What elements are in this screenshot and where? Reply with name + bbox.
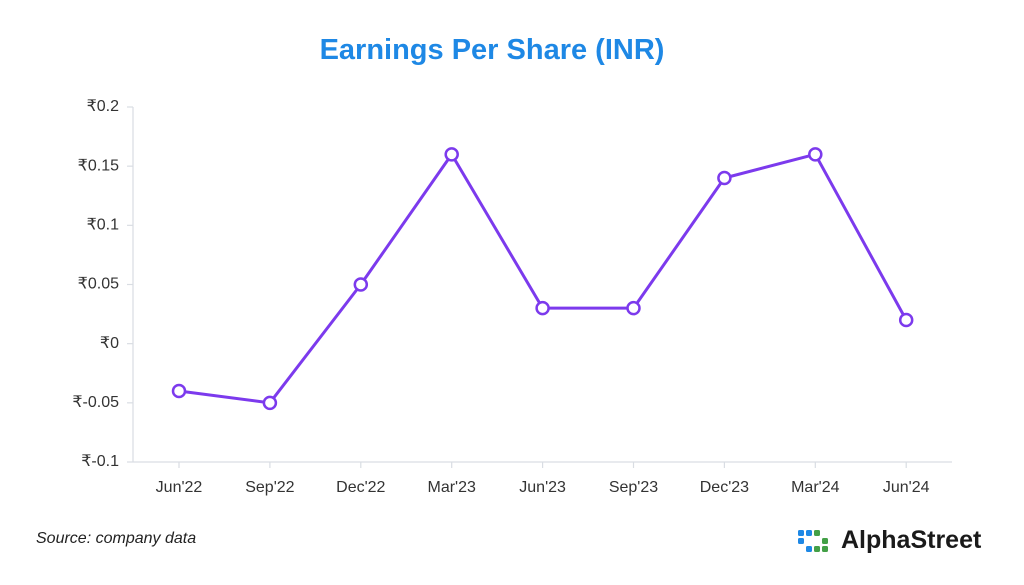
- y-tick-label: ₹0.1: [87, 217, 120, 234]
- x-tick-label: Sep'23: [609, 479, 658, 496]
- series-line: [178, 152, 908, 405]
- data-point: [353, 277, 369, 292]
- x-tick-label: Mar'24: [791, 479, 840, 496]
- y-axis-ticks: ₹0.2 ₹0.15 ₹0.1 ₹0.05 ₹0 ₹-0.05 ₹-0.1: [72, 98, 133, 470]
- x-tick-label: Jun'23: [519, 479, 566, 496]
- data-point: [262, 395, 278, 411]
- chart-axes: [132, 107, 952, 463]
- x-tick-label: Dec'23: [700, 479, 749, 496]
- x-tick-label: Jun'24: [883, 479, 930, 496]
- brand-logo: AlphaStreet: [795, 526, 981, 555]
- y-tick-label: ₹-0.05: [72, 394, 119, 411]
- x-axis-ticks: Jun'22 Sep'22 Dec'22 Mar'23 Jun'23 Sep'23 Dec'…: [156, 462, 930, 496]
- data-point: [444, 147, 459, 162]
- chart-title: Earnings Per Share (INR): [319, 34, 665, 66]
- alphastreet-logo-icon: [798, 529, 828, 552]
- x-tick-label: Mar'23: [427, 479, 476, 496]
- y-tick-label: ₹0: [100, 335, 119, 352]
- data-point: [626, 300, 641, 316]
- y-tick-label: ₹0.2: [87, 98, 120, 115]
- brand-name: AlphaStreet: [841, 526, 982, 554]
- series-layer: [171, 147, 914, 411]
- x-tick-label: Dec'22: [336, 479, 385, 496]
- data-point: [898, 312, 914, 328]
- data-point: [808, 147, 823, 162]
- x-tick-label: Jun'22: [156, 479, 203, 496]
- y-tick-label: ₹0.05: [78, 276, 119, 293]
- source-note: Source: company data: [36, 530, 197, 547]
- y-tick-label: ₹0.15: [78, 157, 119, 174]
- data-point: [717, 170, 732, 186]
- x-tick-label: Sep'22: [245, 479, 294, 496]
- data-point: [535, 300, 550, 316]
- data-point: [171, 383, 187, 399]
- y-tick-label: ₹-0.1: [81, 453, 119, 470]
